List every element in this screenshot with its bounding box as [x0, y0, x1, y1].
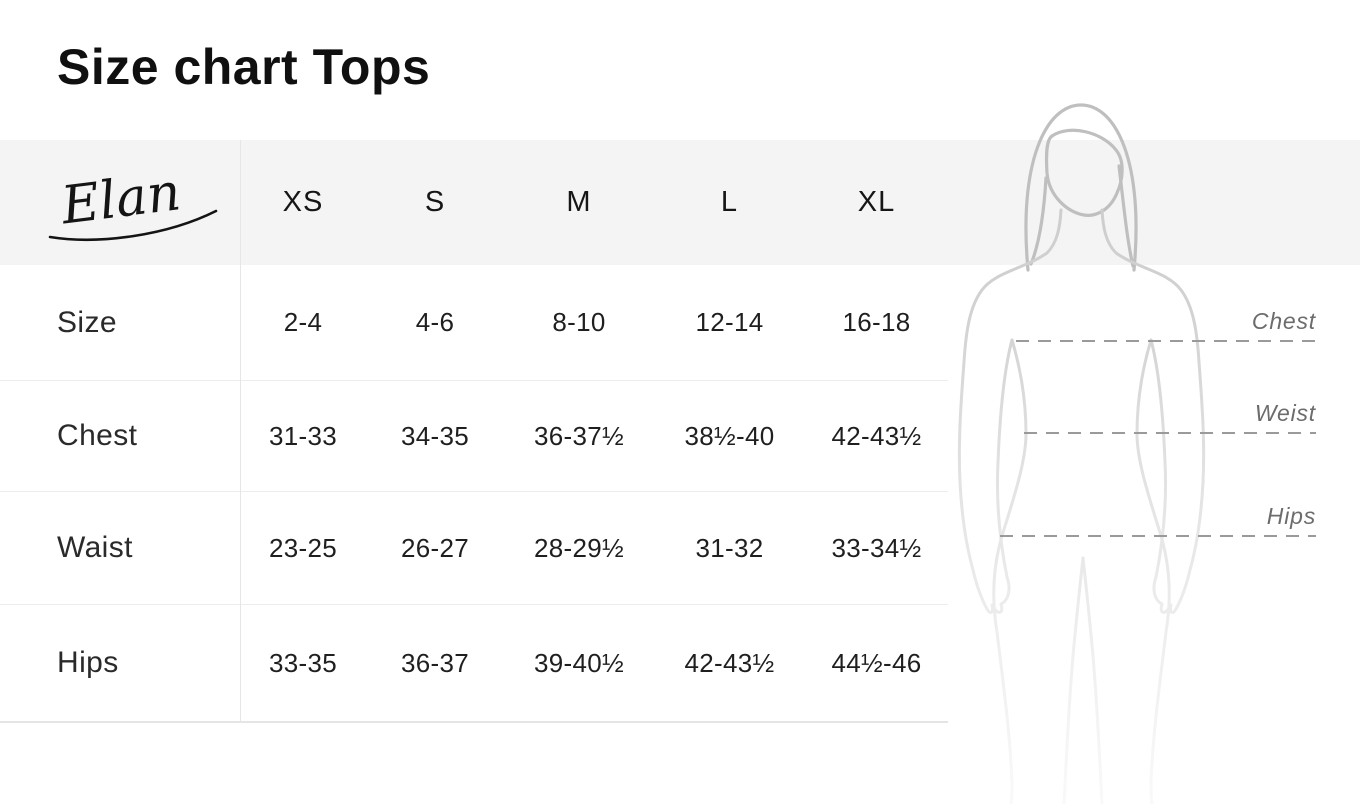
size-table: Elan XS S M L XL Size 2-4 4-6 8-10 12-14…	[0, 140, 948, 723]
chest-measure-line	[1016, 340, 1316, 342]
logo-underline	[48, 209, 218, 241]
row-label-chest: Chest	[0, 380, 240, 491]
table-cell: 31-32	[654, 491, 805, 604]
waist-measure-label: Weist	[1254, 400, 1316, 426]
figure-body-outline	[957, 208, 1206, 804]
hips-measure-label: Hips	[1266, 503, 1316, 529]
chest-measure-label: Chest	[1251, 308, 1316, 334]
waist-measure-line	[1024, 432, 1316, 434]
table-header-band	[0, 140, 1360, 265]
table-cell: 38½-40	[654, 380, 805, 491]
brand-logo-icon: Elan	[48, 162, 218, 241]
row-label-size: Size	[57, 305, 117, 339]
table-cell: 33-34½	[805, 491, 948, 604]
table-cell: 36-37½	[504, 380, 654, 491]
column-header-m: M	[566, 186, 592, 218]
column-header-xl: XL	[857, 186, 896, 218]
table-cell: 8-10	[552, 307, 606, 337]
table-cell: 26-27	[366, 491, 504, 604]
hips-measure-line	[1000, 535, 1316, 537]
female-figure-illustration	[957, 103, 1206, 804]
column-header-xs: XS	[282, 186, 324, 218]
table-cell: 31-33	[240, 380, 366, 491]
figure-hair-outline	[1024, 103, 1138, 272]
table-cell: 42-43½	[805, 380, 948, 491]
table-cell: 28-29½	[504, 491, 654, 604]
table-cell: 2-4	[283, 307, 323, 337]
table-cell: 34-35	[366, 380, 504, 491]
table-cell: 39-40½	[504, 604, 654, 721]
row-label-hips: Hips	[0, 604, 240, 721]
brand-logo-text: Elan	[57, 162, 184, 236]
table-cell: 36-37	[366, 604, 504, 721]
column-header-s: S	[424, 186, 446, 218]
table-cell: 44½-46	[805, 604, 948, 721]
table-cell: 12-14	[695, 307, 764, 337]
table-cell: 16-18	[842, 307, 911, 337]
column-header-l: L	[720, 186, 739, 218]
table-cell: 42-43½	[654, 604, 805, 721]
table-cell: 23-25	[240, 491, 366, 604]
table-vertical-divider	[240, 140, 241, 721]
row-label-waist: Waist	[0, 491, 240, 604]
table-cell: 4-6	[415, 307, 455, 337]
brand-logo: Elan	[0, 140, 240, 265]
page-title: Size chart Tops	[57, 39, 431, 95]
table-cell: 33-35	[240, 604, 366, 721]
